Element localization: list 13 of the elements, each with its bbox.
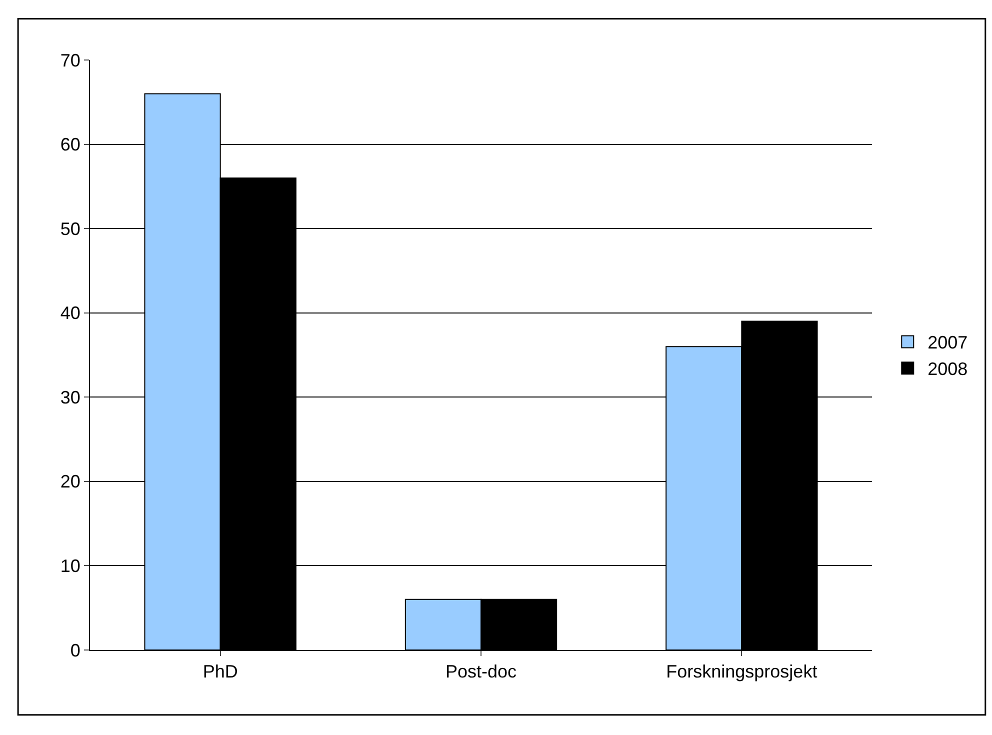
legend-label: 2007 (928, 332, 968, 353)
legend-label: 2008 (928, 359, 968, 380)
y-tick-label: 60 (60, 134, 80, 155)
y-tick-label: 0 (70, 640, 80, 660)
x-tick-label: Post-doc (445, 662, 517, 682)
y-tick-label: 30 (60, 387, 80, 408)
y-tick-label: 70 (60, 50, 80, 70)
y-tick-label: 10 (60, 556, 80, 576)
x-tick-label: Forskningsprosjekt (666, 662, 818, 682)
y-tick-label: 50 (60, 218, 80, 239)
y-tick-label: 20 (60, 472, 80, 492)
x-tick-label: PhD (202, 662, 238, 682)
y-tick-label: 40 (60, 303, 80, 324)
